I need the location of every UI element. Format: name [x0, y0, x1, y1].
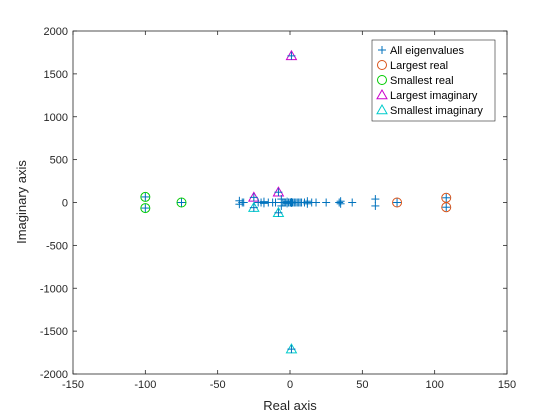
- all-eigenvalues-marker: [393, 198, 402, 207]
- all-eigenvalues-marker: [287, 51, 296, 60]
- legend-box: [371, 39, 496, 122]
- legend-smallest-real-label: Smallest real: [390, 75, 454, 87]
- y-tick-label: 1000: [44, 112, 68, 124]
- y-axis-label: Imaginary axis: [14, 160, 29, 244]
- x-axis-label: Real axis: [263, 398, 317, 413]
- x-tick-label: 100: [425, 379, 443, 391]
- x-tick-label: 50: [356, 379, 368, 391]
- all-eigenvalues-marker: [274, 208, 283, 217]
- legend-smallest-imaginary-label: Smallest imaginary: [390, 105, 483, 117]
- x-tick-label: -150: [62, 379, 84, 391]
- y-tick-label: -500: [46, 240, 68, 252]
- all-eigenvalues-marker: [177, 198, 186, 207]
- legend-largest-real-label: Largest real: [390, 60, 448, 72]
- y-tick-label: 500: [50, 155, 68, 167]
- data-markers: [140, 49, 452, 354]
- y-tick-label: 2000: [44, 26, 68, 38]
- all-eigenvalues-marker: [348, 198, 357, 207]
- largest-real-marker: [392, 197, 403, 208]
- x-tick-label: -100: [134, 379, 156, 391]
- smallest-real-marker: [140, 191, 151, 202]
- legend-largest-imaginary-marker: [376, 88, 388, 100]
- legend-largest-real-marker: [377, 60, 387, 70]
- y-tick-label: -1500: [40, 326, 68, 338]
- smallest-real-marker: [140, 203, 151, 214]
- largest-real-marker: [441, 202, 452, 213]
- all-eigenvalues-marker: [287, 345, 296, 354]
- all-eigenvalues-marker: [141, 192, 150, 201]
- legend-smallest-real-marker: [377, 75, 387, 85]
- all-eigenvalues-marker: [249, 203, 258, 212]
- x-tick-label: -50: [210, 379, 226, 391]
- all-eigenvalues-marker: [371, 195, 380, 204]
- all-eigenvalues-marker: [141, 204, 150, 213]
- all-eigenvalues-marker: [371, 201, 380, 210]
- y-axis: -2000 -1500 -1000 -500 0 500 1000 1500 2000: [40, 26, 507, 381]
- y-tick-label: 1500: [44, 69, 68, 81]
- all-eigenvalues-marker: [274, 188, 283, 197]
- legend-smallest-imaginary-marker: [376, 103, 388, 115]
- x-tick-label: 150: [498, 379, 516, 391]
- all-eigenvalues-marker: [303, 199, 312, 208]
- all-eigenvalues-marker: [239, 198, 248, 207]
- all-eigenvalues-marker: [335, 198, 344, 207]
- all-eigenvalues-marker: [442, 203, 451, 212]
- all-eigenvalues-marker: [336, 199, 345, 208]
- y-tick-label: -2000: [40, 369, 68, 381]
- legend-all-eigenvalues-label: All eigenvalues: [390, 45, 464, 57]
- legend-largest-imaginary-label: Largest imaginary: [390, 90, 478, 102]
- smallest-real-marker: [176, 197, 187, 208]
- all-eigenvalues-marker: [259, 199, 268, 208]
- all-eigenvalues-marker: [312, 198, 321, 207]
- all-eigenvalues-marker: [442, 193, 451, 202]
- legend-all-eigenvalues-marker: [378, 46, 386, 54]
- x-axis: -150 -100 -50 0 50 100 150: [62, 31, 516, 391]
- y-tick-label: 0: [62, 198, 68, 210]
- all-eigenvalues-marker: [322, 198, 331, 207]
- y-tick-label: -1000: [40, 283, 68, 295]
- legend: All eigenvalues Largest real Smallest real…: [371, 39, 496, 122]
- all-eigenvalues-marker: [271, 198, 280, 207]
- x-tick-label: 0: [287, 379, 293, 391]
- all-eigenvalues-marker: [249, 193, 258, 202]
